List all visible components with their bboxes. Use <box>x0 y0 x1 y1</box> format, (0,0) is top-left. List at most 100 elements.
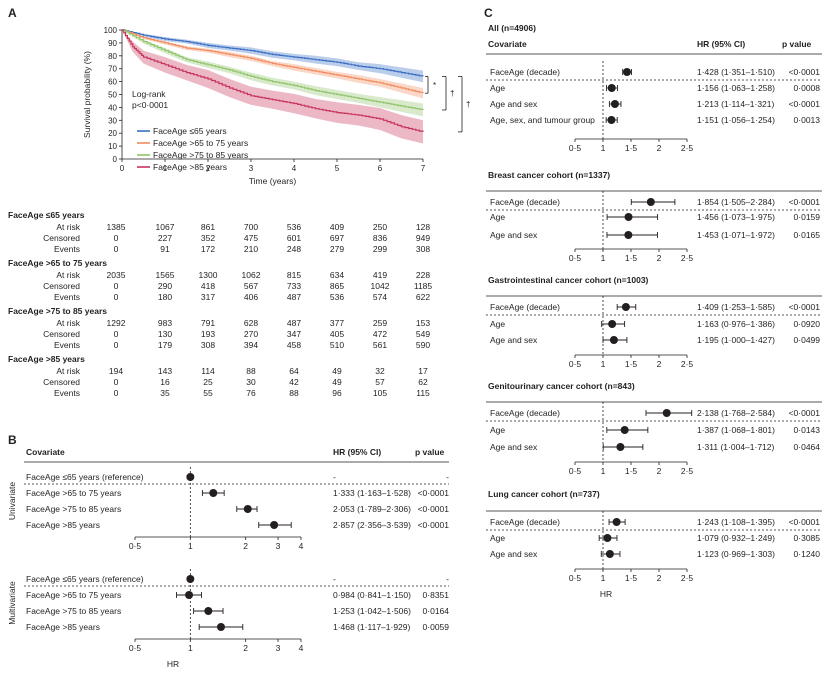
risk-row-label: Events <box>54 388 80 398</box>
b-row-p: <0·0001 <box>418 504 450 514</box>
km-y-tick-label: 60 <box>108 78 117 87</box>
risk-cell: 352 <box>201 233 215 243</box>
km-legend-label: FaceAge >65 to 75 years <box>153 138 248 148</box>
risk-cell: 510 <box>330 340 344 350</box>
c-row-p: <0·0001 <box>789 99 821 109</box>
risk-cell: 1042 <box>371 281 390 291</box>
c-x-tick-label: 1 <box>601 143 606 153</box>
risk-cell: 0 <box>114 281 119 291</box>
km-ci-band <box>122 30 423 144</box>
c-row-label: FaceAge (decade) <box>490 302 560 312</box>
b-row-p: <0·0001 <box>418 488 450 498</box>
risk-cell: 861 <box>201 222 215 232</box>
km-ci-band <box>122 30 423 83</box>
c-row-hr: 1·213 (1·114–1·321) <box>697 99 775 109</box>
c-row-p: 0·0165 <box>794 230 821 240</box>
b-block-label: Multivariate <box>7 581 17 625</box>
km-x-tick-label: 7 <box>421 164 426 173</box>
risk-group-title: FaceAge >65 to 75 years <box>8 258 107 268</box>
c-row-hr: 1·123 (0·969–1·303) <box>697 549 775 559</box>
risk-cell: 622 <box>416 292 430 302</box>
c-x-tick-label: 1 <box>601 466 606 476</box>
risk-cell: 791 <box>201 318 215 328</box>
risk-cell: 536 <box>287 222 301 232</box>
c-row-hr: 1·387 (1·068–1·801) <box>697 425 775 435</box>
c-row-label: Age and sex <box>490 549 538 559</box>
c-x-tick-label: 0·5 <box>569 359 582 369</box>
risk-cell: 475 <box>244 233 258 243</box>
km-y-tick-label: 70 <box>108 65 117 74</box>
b-row-label: FaceAge >85 years <box>26 520 100 530</box>
risk-cell: 88 <box>246 366 256 376</box>
c-row-label: Age <box>490 319 505 329</box>
risk-cell: 35 <box>160 388 170 398</box>
sig-mark: † <box>450 89 454 98</box>
c-point-estimate <box>624 231 633 239</box>
km-logrank-p: p<0·0001 <box>132 100 168 110</box>
risk-group-title: FaceAge ≤65 years <box>8 210 85 220</box>
c-row-hr: 1·428 (1·351–1·510) <box>697 67 775 77</box>
b-row-hr: - <box>333 472 336 482</box>
c-x-tick-label: 1·5 <box>625 143 638 153</box>
risk-cell: 2035 <box>107 270 126 280</box>
km-y-tick-label: 0 <box>113 155 118 164</box>
km-y-tick-label: 80 <box>108 52 117 61</box>
c-row-hr: 1·456 (1·073–1·975) <box>697 212 775 222</box>
b-x-tick-label: 3 <box>276 643 281 653</box>
risk-cell: 57 <box>375 377 385 387</box>
risk-cell: 49 <box>332 377 342 387</box>
km-x-tick-label: 4 <box>292 164 297 173</box>
km-x-tick-label: 6 <box>378 164 383 173</box>
risk-cell: 143 <box>158 366 172 376</box>
risk-cell: 0 <box>114 377 119 387</box>
km-y-tick-label: 90 <box>108 39 117 48</box>
c-x-tick-label: 2 <box>657 466 662 476</box>
c-row-p: <0·0001 <box>789 517 821 527</box>
c-x-axis-label: HR <box>600 589 612 599</box>
km-y-tick-label: 30 <box>108 116 117 125</box>
risk-cell: 377 <box>330 318 344 328</box>
risk-cell: 32 <box>375 366 385 376</box>
panel-c-letter: C <box>484 6 493 20</box>
km-x-tick-label: 2 <box>206 164 211 173</box>
b-x-tick-label: 3 <box>276 541 281 551</box>
c-row-label: Age <box>490 533 505 543</box>
risk-cell: 700 <box>244 222 258 232</box>
km-ci-band <box>122 30 423 117</box>
risk-cell: 419 <box>373 270 387 280</box>
km-y-tick-label: 20 <box>108 129 117 138</box>
c-x-tick-label: 2·5 <box>681 143 694 153</box>
risk-cell: 590 <box>416 340 430 350</box>
c-header-p: p value <box>782 39 812 49</box>
c-row-label: Age and sex <box>490 99 538 109</box>
risk-cell: 0 <box>114 340 119 350</box>
risk-cell: 228 <box>416 270 430 280</box>
risk-cell: 308 <box>201 340 215 350</box>
c-row-hr: 1·079 (0·932–1·249) <box>697 533 775 543</box>
risk-cell: 1300 <box>199 270 218 280</box>
km-legend-label: FaceAge ≤65 years <box>153 126 227 136</box>
risk-cell: 0 <box>114 244 119 254</box>
c-point-estimate <box>621 303 630 311</box>
c-point-estimate <box>607 116 616 124</box>
panel-a-letter: A <box>8 6 17 20</box>
km-y-tick-label: 10 <box>108 142 117 151</box>
risk-cell: 1067 <box>156 222 175 232</box>
risk-row-label: Events <box>54 340 80 350</box>
risk-cell: 248 <box>287 244 301 254</box>
c-row-hr: 1·453 (1·071–1·972) <box>697 230 775 240</box>
b-x-axis-label: HR <box>167 659 179 669</box>
b-row-hr: 2·857 (2·356–3·539) <box>333 520 411 530</box>
risk-cell: 17 <box>418 366 428 376</box>
c-x-tick-label: 0·5 <box>569 466 582 476</box>
c-x-tick-label: 2·5 <box>681 253 694 263</box>
risk-group-title: FaceAge >85 years <box>8 354 85 364</box>
risk-cell: 128 <box>416 222 430 232</box>
c-row-p: <0·0001 <box>789 408 821 418</box>
risk-cell: 561 <box>373 340 387 350</box>
b-row-label: FaceAge >75 to 85 years <box>26 504 121 514</box>
risk-cell: 299 <box>373 244 387 254</box>
km-y-tick-label: 50 <box>108 91 117 100</box>
c-block-title: All (n=4906) <box>488 23 536 33</box>
c-x-tick-label: 2 <box>657 253 662 263</box>
